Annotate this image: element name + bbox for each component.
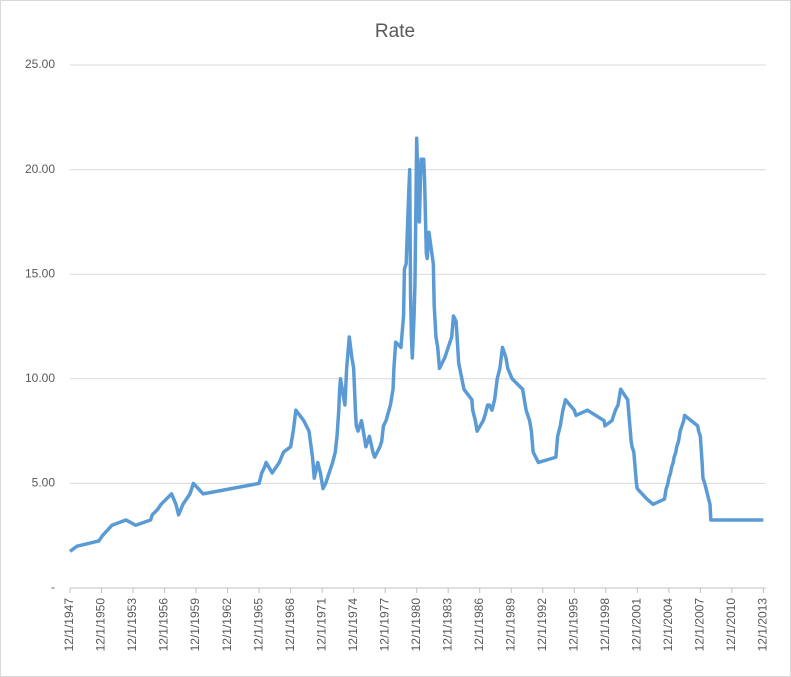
y-tick-label: 25.00 — [25, 57, 55, 71]
x-tick-label: 12/1/1995 — [566, 598, 580, 652]
x-tick-label: 12/1/1977 — [377, 598, 391, 652]
x-tick-label: 12/1/1950 — [94, 598, 108, 652]
x-tick-label: 12/1/1998 — [598, 598, 612, 652]
x-tick-label: 12/1/1989 — [503, 598, 517, 652]
y-tick-label: 20.00 — [25, 162, 55, 176]
x-tick-label: 12/1/2013 — [756, 598, 770, 652]
x-tick-label: 12/1/1956 — [157, 598, 171, 652]
y-tick-label: 15.00 — [25, 266, 55, 280]
chart-title: Rate — [375, 21, 415, 42]
x-tick-label: 12/1/1974 — [346, 598, 360, 652]
x-tick-label: 12/1/1953 — [125, 598, 139, 652]
x-tick-label: 12/1/1968 — [283, 598, 297, 652]
x-tick-label: 12/1/1986 — [472, 598, 486, 652]
x-tick-label: 12/1/1992 — [535, 598, 549, 652]
x-tick-label: 12/1/1962 — [220, 598, 234, 652]
x-tick-label: 12/1/1971 — [314, 598, 328, 652]
line-series — [68, 136, 764, 553]
x-tick-label: 12/1/2001 — [629, 598, 643, 652]
x-tick-label: 12/1/1965 — [251, 598, 265, 652]
x-tick-label: 12/1/1980 — [409, 598, 423, 652]
x-tick-label: 12/1/2004 — [661, 598, 675, 652]
y-tick-label: 5.00 — [32, 476, 56, 490]
x-tick-label: 12/1/1983 — [440, 598, 454, 652]
y-tick-label: 10.00 — [25, 371, 55, 385]
x-tick-label: 12/1/2007 — [693, 598, 707, 652]
x-tick-label: 12/1/1959 — [188, 598, 202, 652]
x-tick-label: 12/1/2010 — [724, 598, 738, 652]
y-tick-label: - — [51, 580, 55, 594]
x-tick-label: 12/1/1947 — [62, 598, 76, 652]
